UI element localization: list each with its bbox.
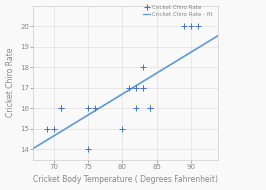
Cricket Chiro Rate [120,127,124,131]
Cricket Chiro Rate - fit [207,40,210,42]
Cricket Chiro Rate - fit [127,89,130,91]
Cricket Chiro Rate [141,86,145,89]
Cricket Chiro Rate [148,107,152,110]
Cricket Chiro Rate [86,148,90,151]
Cricket Chiro Rate - fit [142,80,145,82]
Cricket Chiro Rate - fit [202,44,205,46]
Cricket Chiro Rate [141,86,145,89]
Cricket Chiro Rate [45,127,49,131]
Cricket Chiro Rate [59,107,63,110]
Cricket Chiro Rate [196,25,200,28]
Cricket Chiro Rate [93,107,97,110]
Cricket Chiro Rate [52,127,56,131]
Legend: Cricket Chiro Rate, Cricket Chiro Rate - fit: Cricket Chiro Rate, Cricket Chiro Rate -… [143,5,213,17]
Line: Cricket Chiro Rate - fit: Cricket Chiro Rate - fit [33,36,218,148]
Cricket Chiro Rate - fit [217,34,220,37]
Cricket Chiro Rate [148,107,152,110]
Y-axis label: Cricket Chiro Rate: Cricket Chiro Rate [6,48,15,117]
Cricket Chiro Rate [134,107,138,110]
Cricket Chiro Rate [189,25,193,28]
Cricket Chiro Rate [127,86,131,89]
Cricket Chiro Rate [134,86,138,89]
Cricket Chiro Rate [182,25,186,28]
Cricket Chiro Rate - fit [67,126,70,128]
X-axis label: Cricket Body Temperature ( Degrees Fahrenheit): Cricket Body Temperature ( Degrees Fahre… [33,175,218,184]
Cricket Chiro Rate [86,107,90,110]
Cricket Chiro Rate [141,66,145,69]
Cricket Chiro Rate [59,107,63,110]
Cricket Chiro Rate - fit [75,121,78,123]
Cricket Chiro Rate - fit [32,147,35,150]
